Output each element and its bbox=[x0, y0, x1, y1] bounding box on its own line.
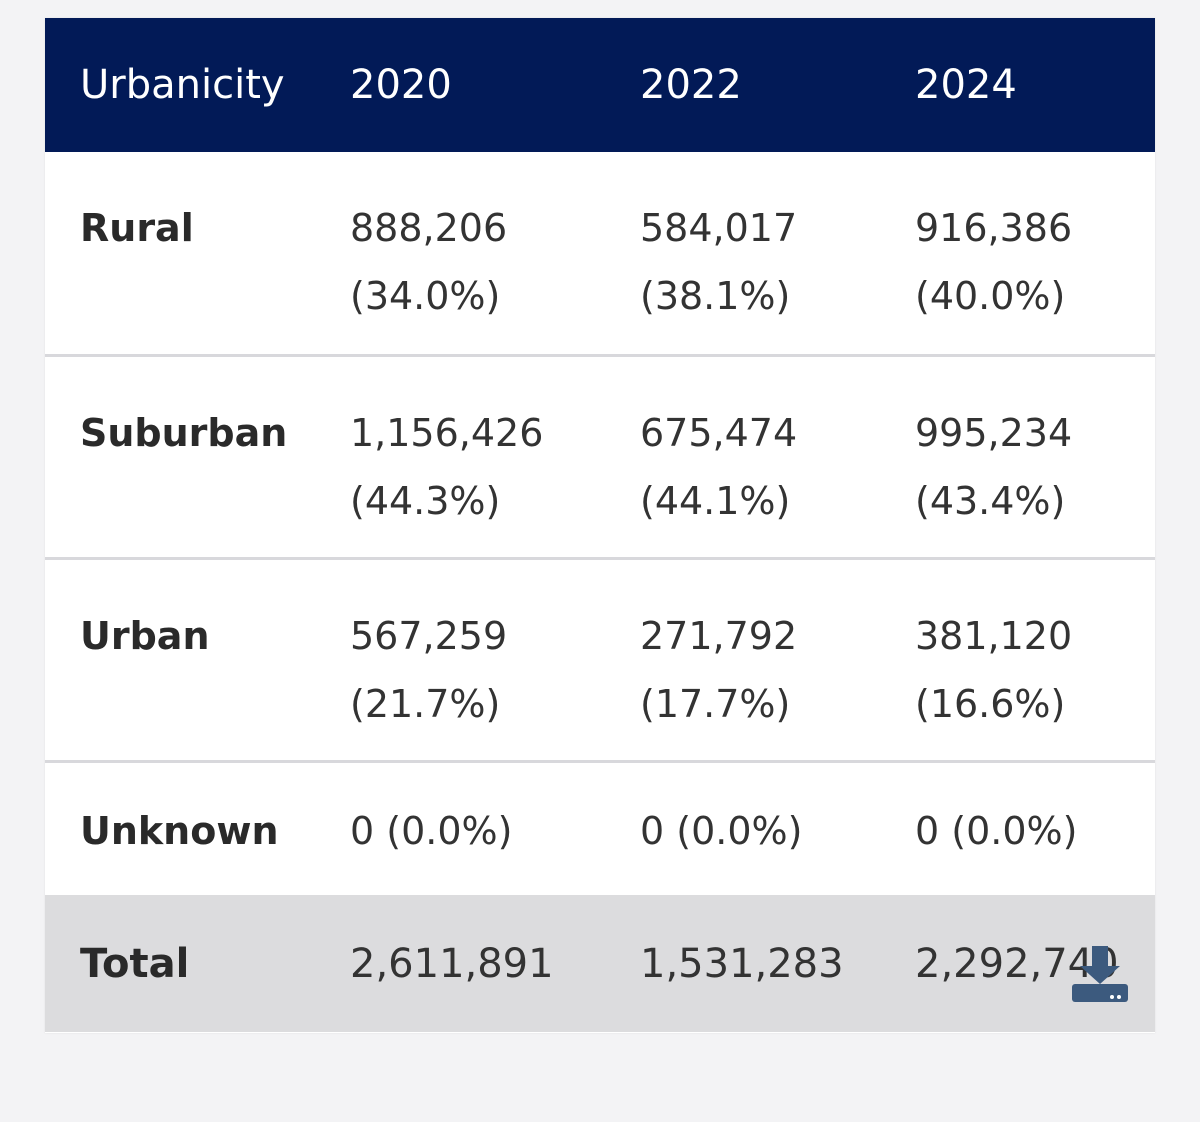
row-label: Rural bbox=[45, 152, 315, 357]
cell-value: 675,474 bbox=[640, 410, 798, 455]
row-label: Unknown bbox=[80, 808, 279, 853]
cell-value: 567,259 bbox=[350, 613, 508, 658]
table-cell: 0 (0.0%) bbox=[315, 761, 605, 895]
table-cell: 381,120 (16.6%) bbox=[880, 558, 1155, 763]
cell-percent: (0.0%) bbox=[951, 808, 1078, 853]
table-cell: 584,017 (38.1%) bbox=[605, 152, 880, 357]
cell-value: 995,234 bbox=[915, 410, 1073, 455]
column-header-urbanicity: Urbanicity bbox=[80, 62, 285, 108]
table-row-unknown: Unknown 0 (0.0%) 0 (0.0%) 0 (0.0%) bbox=[45, 761, 1155, 895]
urbanicity-table: Urbanicity 2020 2022 2024 Rural 888,206 (… bbox=[45, 18, 1155, 1032]
cell-value: 584,017 bbox=[640, 206, 798, 250]
table-cell: 0 (0.0%) bbox=[605, 761, 880, 895]
row-label: Suburban bbox=[45, 355, 315, 560]
cell-percent: (17.7%) bbox=[640, 681, 791, 726]
download-button[interactable] bbox=[1070, 944, 1130, 1006]
table-cell: 995,234 (43.4%) bbox=[880, 355, 1155, 560]
cell-percent: (40.0%) bbox=[915, 274, 1066, 318]
table-cell: 0 (0.0%) bbox=[880, 761, 1155, 895]
cell-value: 916,386 bbox=[915, 206, 1073, 250]
cell-value: 381,120 bbox=[915, 613, 1073, 658]
download-icon bbox=[1072, 946, 1128, 1002]
column-header-2022: 2022 bbox=[640, 62, 742, 108]
total-value-2022: 1,531,283 bbox=[640, 940, 844, 987]
total-value-2020: 2,611,891 bbox=[350, 940, 554, 987]
table-cell: 271,792 (17.7%) bbox=[605, 558, 880, 763]
cell-value: 0 bbox=[640, 808, 665, 853]
total-value-2024: 2,292,740 bbox=[915, 940, 1119, 987]
cell-percent: (44.3%) bbox=[350, 478, 501, 523]
cell-percent: (0.0%) bbox=[676, 808, 803, 853]
cell-value: 271,792 bbox=[640, 613, 798, 658]
cell-percent: (21.7%) bbox=[350, 681, 501, 726]
table-cell: 888,206 (34.0%) bbox=[315, 152, 605, 357]
table-header-row: Urbanicity 2020 2022 2024 bbox=[45, 18, 1155, 152]
table-row-urban: Urban 567,259 (21.7%) 271,792 (17.7%) 381,… bbox=[45, 558, 1155, 763]
column-header-2020: 2020 bbox=[350, 62, 452, 108]
cell-percent: (0.0%) bbox=[386, 808, 513, 853]
cell-value: 0 bbox=[350, 808, 375, 853]
cell-percent: (38.1%) bbox=[640, 274, 791, 318]
urbanicity-table-card: Urbanicity 2020 2022 2024 Rural 888,206 (… bbox=[45, 18, 1155, 1033]
table-row-rural: Rural 888,206 (34.0%) 584,017 (38.1%) 916,… bbox=[45, 152, 1155, 357]
cell-percent: (34.0%) bbox=[350, 274, 501, 318]
row-label: Urban bbox=[45, 558, 315, 763]
table-row-suburban: Suburban 1,156,426 (44.3%) 675,474 (44.1%)… bbox=[45, 355, 1155, 560]
total-label: Total bbox=[80, 940, 190, 987]
table-cell: 567,259 (21.7%) bbox=[315, 558, 605, 763]
cell-percent: (43.4%) bbox=[915, 478, 1066, 523]
column-header-2024: 2024 bbox=[915, 62, 1017, 108]
table-row-total: Total 2,611,891 1,531,283 2,292,740 bbox=[45, 895, 1155, 1032]
cell-percent: (44.1%) bbox=[640, 478, 791, 523]
table-cell: 675,474 (44.1%) bbox=[605, 355, 880, 560]
cell-value: 888,206 bbox=[350, 206, 508, 250]
table-cell: 916,386 (40.0%) bbox=[880, 152, 1155, 357]
cell-value: 1,156,426 bbox=[350, 410, 544, 455]
table-cell: 1,156,426 (44.3%) bbox=[315, 355, 605, 560]
cell-value: 0 bbox=[915, 808, 940, 853]
cell-percent: (16.6%) bbox=[915, 681, 1066, 726]
